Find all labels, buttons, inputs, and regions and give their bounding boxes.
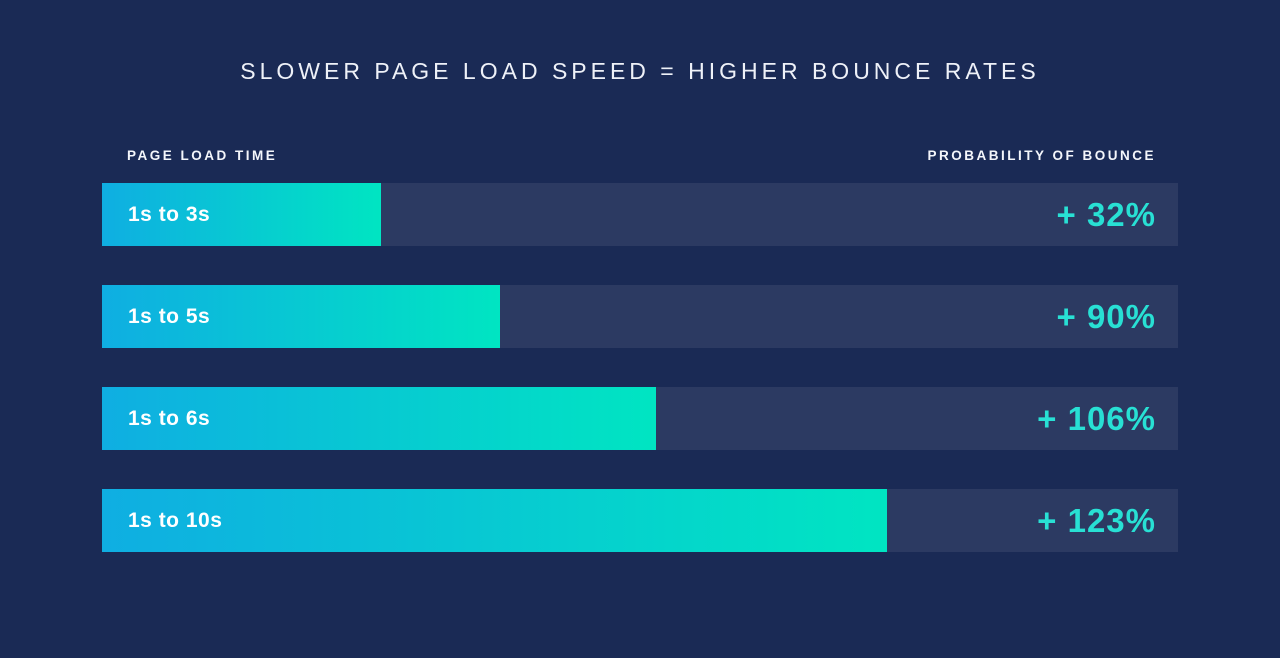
- header-probability-of-bounce: PROBABILITY OF BOUNCE: [927, 148, 1156, 163]
- chart-title: SLOWER PAGE LOAD SPEED = HIGHER BOUNCE R…: [240, 58, 1040, 84]
- bar-1s-to-5s: 1s to 5s: [102, 285, 501, 348]
- header-page-load-time: PAGE LOAD TIME: [127, 148, 278, 163]
- bar-row-1s-to-10s: 1s to 10s + 123%: [102, 489, 1178, 552]
- bounce-value: + 123%: [1037, 501, 1156, 539]
- bar-row-1s-to-3s: 1s to 3s + 32%: [102, 183, 1178, 246]
- bounce-value: + 32%: [1056, 195, 1156, 233]
- bar-label: 1s to 6s: [128, 406, 211, 430]
- bar-row-1s-to-6s: 1s to 6s + 106%: [102, 387, 1178, 450]
- bar-1s-to-10s: 1s to 10s: [102, 489, 888, 552]
- bar-chart: PAGE LOAD TIME PROBABILITY OF BOUNCE 1s …: [102, 148, 1178, 552]
- column-headers: PAGE LOAD TIME PROBABILITY OF BOUNCE: [102, 148, 1178, 163]
- bar-label: 1s to 3s: [128, 202, 211, 226]
- bounce-value: + 90%: [1056, 297, 1156, 335]
- bar-label: 1s to 10s: [128, 508, 223, 532]
- bar-label: 1s to 5s: [128, 304, 211, 328]
- bar-1s-to-3s: 1s to 3s: [102, 183, 381, 246]
- bar-row-1s-to-5s: 1s to 5s + 90%: [102, 285, 1178, 348]
- bounce-value: + 106%: [1037, 399, 1156, 437]
- bar-1s-to-6s: 1s to 6s: [102, 387, 657, 450]
